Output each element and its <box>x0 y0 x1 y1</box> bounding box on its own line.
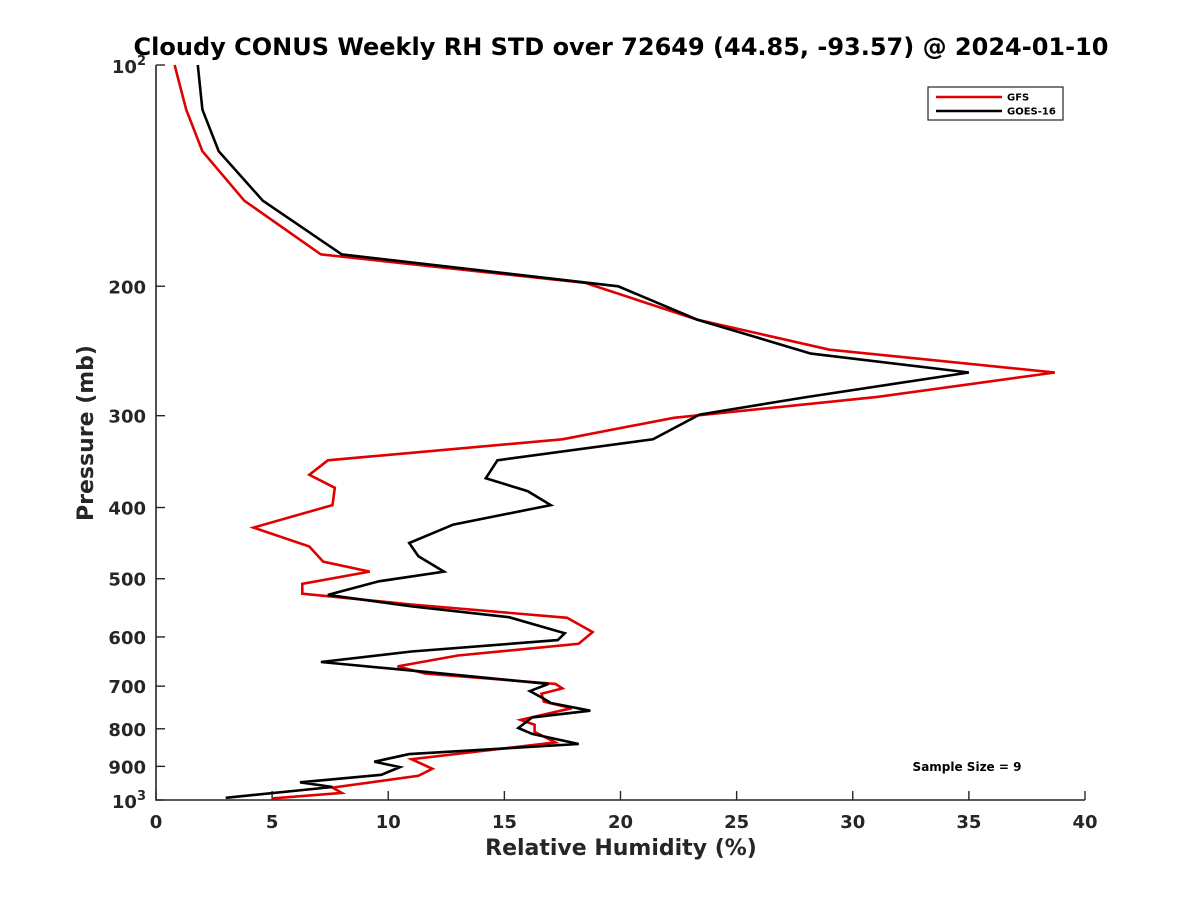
y-tick-label: 900 <box>108 757 146 778</box>
x-axis-label: Relative Humidity (%) <box>485 836 757 861</box>
x-tick-label: 15 <box>492 812 517 833</box>
x-tick-label: 25 <box>724 812 749 833</box>
x-tick-label: 40 <box>1072 812 1097 833</box>
series-layer <box>173 64 1055 800</box>
x-tick-label: 30 <box>840 812 865 833</box>
x-tick-label: 35 <box>956 812 981 833</box>
y-axis-ticks: 102 200 300 400 500 600 700 800 900 103 <box>108 54 165 813</box>
x-tick-label: 10 <box>376 812 401 833</box>
x-axis-ticks: 0 5 10 15 20 25 30 35 40 <box>150 791 1098 833</box>
sample-size-annotation: Sample Size = 9 <box>913 760 1022 774</box>
y-tick-label: 400 <box>108 499 146 520</box>
legend-label-goes-16: GOES-16 <box>1007 107 1056 118</box>
x-tick-label: 5 <box>266 812 279 833</box>
legend-label-gfs: GFS <box>1007 93 1029 104</box>
y-tick-label: 600 <box>108 628 146 649</box>
legend-box <box>927 86 1064 121</box>
chart-title: Cloudy CONUS Weekly RH STD over 72649 (4… <box>134 33 1109 61</box>
series-line-goes-16 <box>196 64 970 800</box>
y-tick-label: 800 <box>108 720 146 741</box>
x-tick-label: 20 <box>608 812 633 833</box>
y-tick-label: 102 <box>112 54 146 78</box>
y-tick-label: 300 <box>108 407 146 428</box>
y-axis-label: Pressure (mb) <box>74 345 99 521</box>
x-tick-label: 0 <box>150 812 163 833</box>
y-tick-label: 103 <box>112 789 146 813</box>
y-tick-label: 200 <box>108 277 146 298</box>
legend: GFS GOES-16 <box>927 86 1064 121</box>
y-tick-label: 500 <box>108 570 146 591</box>
y-tick-label: 700 <box>108 677 146 698</box>
